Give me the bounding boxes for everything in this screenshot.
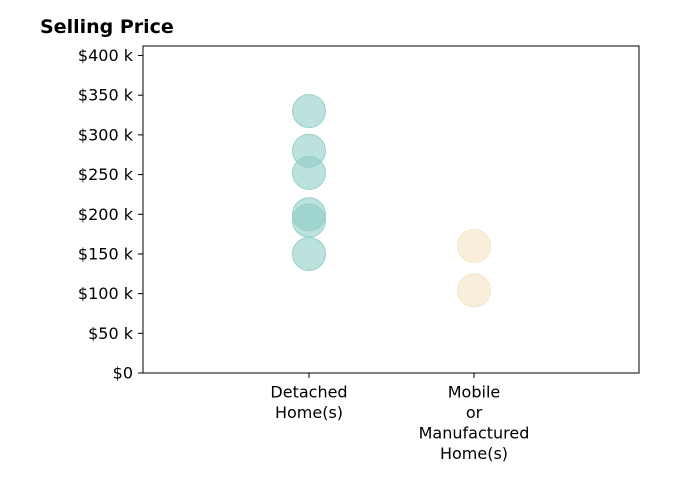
data-point [292, 236, 326, 271]
x-tick-label: Home(s) [275, 403, 343, 422]
y-tick-label: $200 k [78, 205, 134, 224]
y-tick-label: $50 k [88, 324, 134, 343]
data-point [292, 94, 326, 129]
x-axis: DetachedHome(s)MobileorManufacturedHome(… [270, 373, 529, 463]
x-tick-label: Mobile [448, 383, 500, 402]
data-point [292, 203, 326, 238]
data-points [292, 94, 491, 308]
x-tick-label: Home(s) [440, 444, 508, 463]
y-tick-label: $0 [113, 364, 133, 383]
x-tick-label: Detached [270, 383, 347, 402]
x-tick-label: or [466, 403, 483, 422]
y-axis: $0 $50 k $100 k $150 k $200 k $250 k $300 k $35… [78, 46, 143, 383]
data-point [457, 229, 491, 264]
y-tick-label: $350 k [78, 86, 134, 105]
y-tick-label: $150 k [78, 244, 134, 263]
plot-frame [142, 45, 640, 374]
y-tick-label: $400 k [78, 46, 134, 65]
data-point [292, 155, 326, 190]
y-tick-label: $100 k [78, 284, 134, 303]
y-tick-label: $300 k [78, 125, 134, 144]
data-point [457, 273, 491, 308]
y-tick-label: $250 k [78, 165, 134, 184]
chart-title: Selling Price [40, 16, 174, 38]
x-tick-label: Manufactured [419, 424, 530, 443]
